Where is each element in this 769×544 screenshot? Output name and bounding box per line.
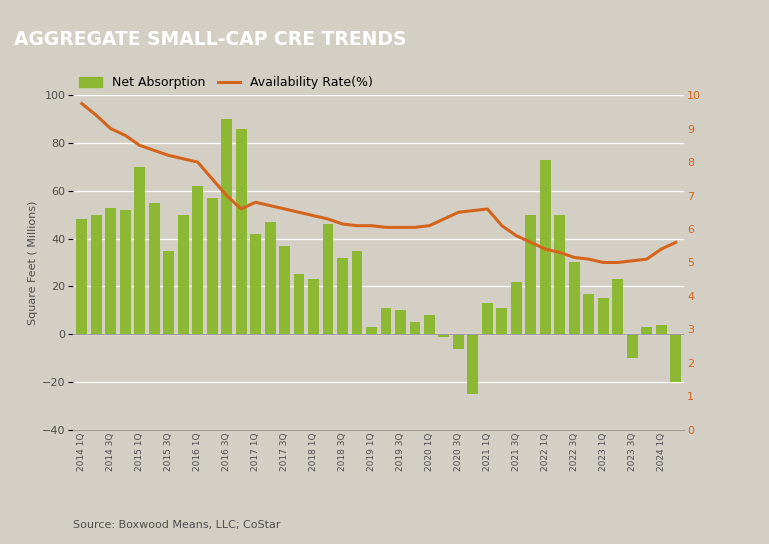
Bar: [308, 279, 319, 334]
Y-axis label: Square Feet ( Millions): Square Feet ( Millions): [28, 200, 38, 325]
Bar: [105, 207, 116, 334]
Bar: [641, 327, 652, 334]
Bar: [525, 215, 536, 334]
Bar: [294, 274, 305, 334]
Legend: Net Absorption, Availability Rate(%): Net Absorption, Availability Rate(%): [79, 77, 373, 89]
Text: Source: Boxwood Means, LLC; CoStar: Source: Boxwood Means, LLC; CoStar: [73, 521, 281, 530]
Bar: [554, 215, 565, 334]
Bar: [468, 334, 478, 394]
Bar: [192, 186, 203, 334]
Bar: [135, 167, 145, 334]
Bar: [178, 215, 188, 334]
Bar: [395, 310, 406, 334]
Bar: [424, 315, 435, 334]
Bar: [148, 203, 160, 334]
Bar: [221, 119, 232, 334]
Bar: [235, 129, 247, 334]
Bar: [265, 222, 275, 334]
Bar: [671, 334, 681, 382]
Bar: [453, 334, 464, 349]
Bar: [351, 251, 362, 334]
Bar: [482, 303, 493, 334]
Text: AGGREGATE SMALL-CAP CRE TRENDS: AGGREGATE SMALL-CAP CRE TRENDS: [14, 30, 406, 49]
Bar: [627, 334, 638, 358]
Bar: [250, 234, 261, 334]
Bar: [279, 246, 290, 334]
Bar: [438, 334, 449, 337]
Bar: [410, 322, 421, 334]
Bar: [366, 327, 377, 334]
Bar: [656, 325, 667, 334]
Bar: [163, 251, 174, 334]
Bar: [598, 298, 609, 334]
Bar: [497, 308, 508, 334]
Bar: [540, 160, 551, 334]
Bar: [337, 258, 348, 334]
Bar: [381, 308, 391, 334]
Bar: [91, 215, 102, 334]
Bar: [569, 263, 580, 334]
Bar: [207, 198, 218, 334]
Bar: [511, 282, 522, 334]
Bar: [322, 224, 334, 334]
Bar: [584, 294, 594, 334]
Bar: [76, 219, 87, 334]
Bar: [612, 279, 623, 334]
Bar: [120, 210, 131, 334]
